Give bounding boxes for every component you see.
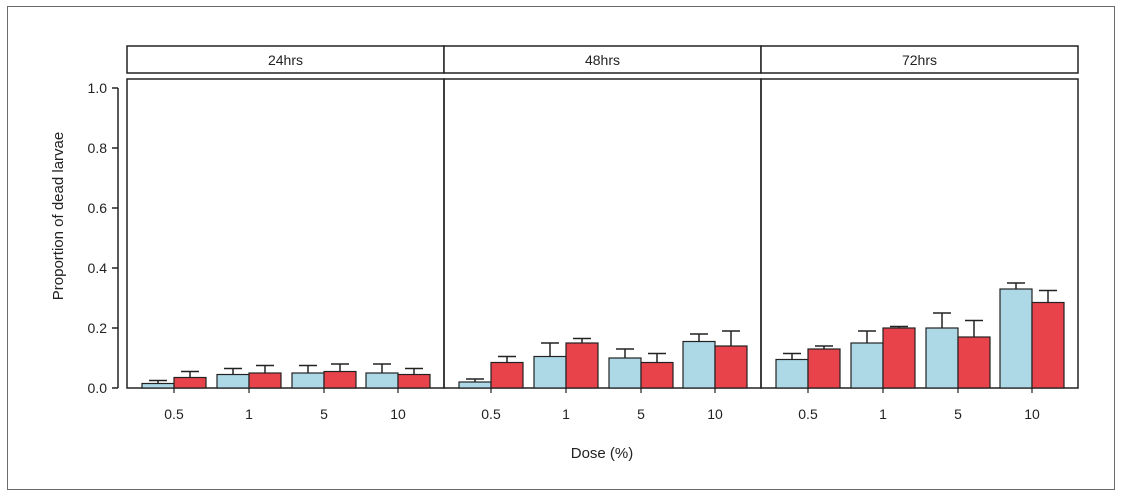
x-tick-label-48hrs-5: 5 (637, 406, 645, 422)
bar-24hrs-1-s2 (248, 372, 282, 389)
bar-24hrs-1-s1 (216, 373, 250, 389)
bar-72hrs-1-s1 (850, 342, 884, 389)
bar-48hrs-10-s1 (682, 340, 716, 389)
bar-72hrs-5-s1 (925, 327, 959, 389)
x-tick-label-48hrs-0.5: 0.5 (481, 406, 501, 422)
bar-72hrs-0.5-s2 (807, 348, 841, 389)
x-tick-label-24hrs-10: 10 (390, 406, 406, 422)
panel-border-72hrs (760, 78, 1079, 389)
y-tick-label-0.4: 0.4 (88, 260, 108, 276)
panels (126, 78, 1079, 389)
bar-48hrs-10-s2 (714, 345, 748, 389)
x-tick-label-72hrs-10: 10 (1024, 406, 1040, 422)
figure-frame (7, 6, 1115, 490)
x-tick-label-24hrs-5: 5 (320, 406, 328, 422)
strip-label-48hrs: 48hrs (585, 52, 620, 68)
x-axis-title: Dose (%) (571, 445, 634, 462)
x-tick-label-72hrs-5: 5 (954, 406, 962, 422)
panel-border-24hrs (126, 78, 445, 389)
y-tick-label-0.0: 0.0 (88, 380, 108, 396)
bar-72hrs-0.5-s1 (775, 358, 809, 389)
strip-box-24hrs (126, 45, 445, 74)
x-tick-label-48hrs-10: 10 (707, 406, 723, 422)
panel-strips: 24hrs 48hrs 72hrs (126, 45, 1079, 74)
bar-72hrs-5-s2 (957, 336, 991, 389)
x-tick-label-24hrs-0.5: 0.5 (164, 406, 184, 422)
bar-48hrs-0.5-s2 (490, 361, 524, 389)
y-tick-label-1.0: 1.0 (88, 80, 108, 96)
x-axis: 0.5 1 5 10 0.5 1 5 10 0.5 1 5 10 (164, 388, 1040, 422)
x-tick-label-72hrs-1: 1 (879, 406, 887, 422)
strip-box-48hrs (443, 45, 762, 74)
bar-24hrs-5-s1 (291, 372, 325, 389)
x-tick-label-24hrs-1: 1 (245, 406, 253, 422)
bar-24hrs-5-s2 (323, 370, 357, 389)
y-axis: 0.0 0.2 0.4 0.6 0.8 1.0 (88, 80, 119, 396)
bar-48hrs-0.5-s1 (458, 381, 492, 389)
bar-48hrs-5-s2 (640, 361, 674, 389)
bar-24hrs-10-s1 (365, 372, 399, 389)
bar-72hrs-1-s2 (882, 327, 916, 389)
bar-24hrs-0.5-s1 (141, 382, 175, 389)
bar-48hrs-5-s1 (608, 357, 642, 389)
y-tick-label-0.6: 0.6 (88, 200, 108, 216)
y-tick-label-0.2: 0.2 (88, 320, 108, 336)
strip-box-72hrs (760, 45, 1079, 74)
bar-72hrs-10-s2 (1031, 301, 1065, 389)
x-tick-label-48hrs-1: 1 (562, 406, 570, 422)
bar-48hrs-1-s1 (533, 355, 567, 389)
bar-24hrs-0.5-s2 (173, 376, 207, 389)
strip-label-72hrs: 72hrs (902, 52, 937, 68)
y-axis-title: Proportion of dead larvae (50, 132, 67, 300)
x-tick-label-72hrs-0.5: 0.5 (798, 406, 818, 422)
bar-24hrs-10-s2 (397, 373, 431, 389)
bar-72hrs-10-s1 (999, 288, 1033, 389)
bar-48hrs-1-s2 (565, 342, 599, 389)
y-tick-label-0.8: 0.8 (88, 140, 108, 156)
strip-label-24hrs: 24hrs (268, 52, 303, 68)
